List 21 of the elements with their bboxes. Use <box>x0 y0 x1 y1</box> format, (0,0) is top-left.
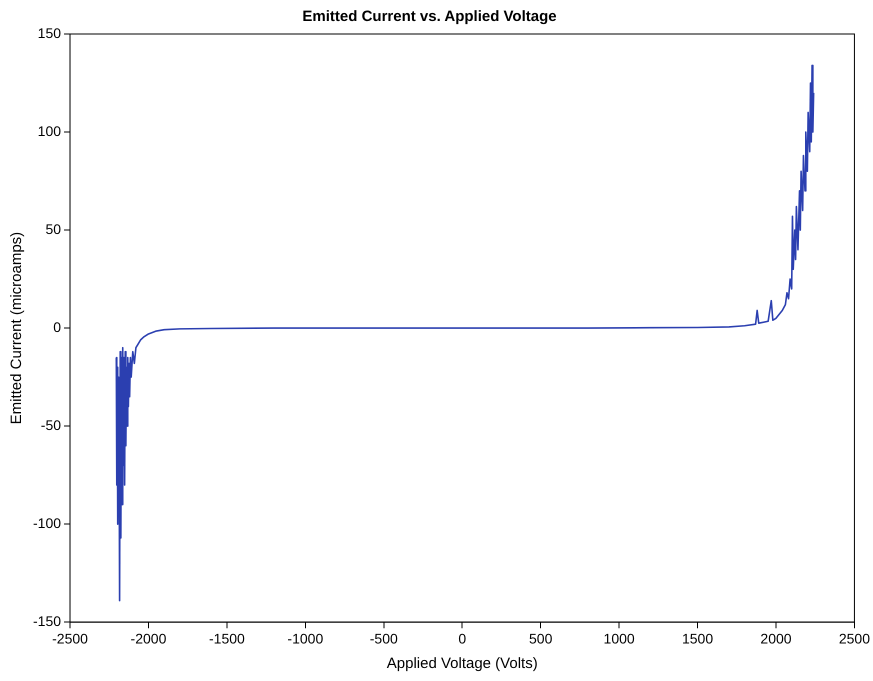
x-tick-label: -500 <box>370 630 398 646</box>
x-tick-label: 2000 <box>760 630 792 646</box>
x-tick-label: -2000 <box>130 630 167 646</box>
x-tick-label: -1000 <box>287 630 324 646</box>
x-tick-label: 0 <box>458 630 466 646</box>
y-tick-label: -100 <box>32 515 62 532</box>
x-tick-label: 500 <box>528 630 553 646</box>
y-tick-label: 50 <box>45 220 62 237</box>
x-tick-label: 1000 <box>604 630 635 646</box>
y-tick-label: 100 <box>38 122 62 139</box>
x-tick-label: 1500 <box>682 630 714 646</box>
x-axis-title: Applied Voltage (Volts) <box>386 655 538 672</box>
y-tick-label: 0 <box>53 318 62 335</box>
y-tick-label: 150 <box>38 24 62 41</box>
y-tick-label: -150 <box>32 613 62 630</box>
y-axis-title: Emitted Current (microamps) <box>8 232 26 424</box>
chart-title: Emitted Current vs. Applied Voltage <box>302 8 557 26</box>
x-tick-label: 2500 <box>838 630 870 646</box>
y-tick-label: -50 <box>40 416 62 433</box>
x-tick-label: -1500 <box>208 630 246 646</box>
x-tick-label: -2500 <box>52 630 88 646</box>
